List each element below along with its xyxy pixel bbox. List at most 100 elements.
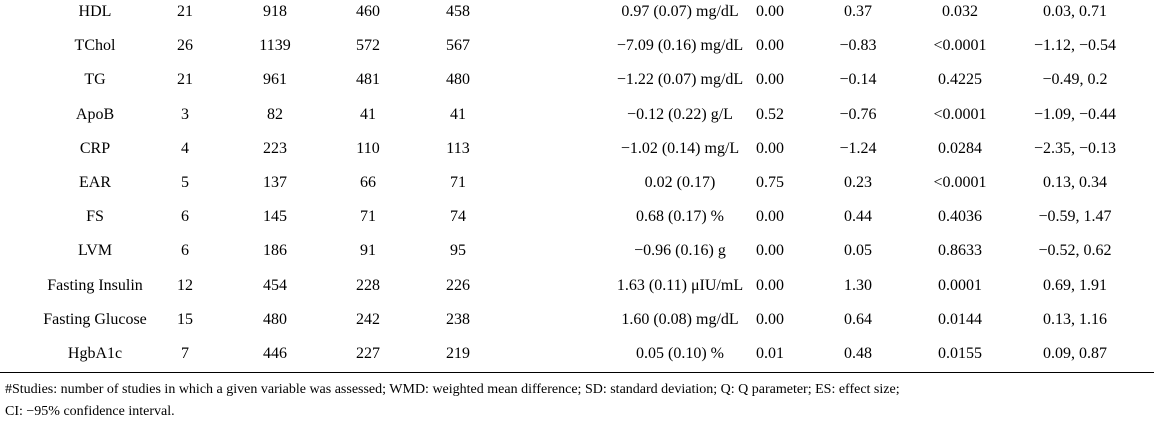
wmd-cell: −7.09 (0.16) mg/dL — [616, 37, 744, 55]
ci-cell: 0.09, 0.87 — [1043, 345, 1107, 362]
group-a-cell: 460 — [356, 3, 380, 20]
studies-cell: 21 — [177, 71, 193, 89]
p-q-cell: 0.52 — [756, 105, 784, 123]
variable-cell: TChol — [74, 37, 116, 55]
total-cell: 1139 — [259, 37, 291, 55]
wmd-cell: 0.97 (0.07) mg/dL — [621, 3, 739, 20]
p-q-cell: 0.01 — [756, 345, 784, 362]
variable-cell: FS — [86, 208, 104, 226]
es-cell: 0.44 — [844, 208, 872, 226]
studies-cell: 26 — [177, 37, 193, 55]
studies-cell: 3 — [181, 105, 189, 123]
studies-cell: 4 — [181, 139, 189, 157]
es-cell: 0.23 — [844, 174, 872, 191]
p-q-cell: 0.75 — [756, 174, 784, 191]
ci-cell: 0.13, 0.34 — [1043, 174, 1107, 191]
group-b-cell: 458 — [446, 3, 470, 20]
footnote: CI: −95% confidence interval. — [5, 404, 175, 419]
variable-cell: Fasting Glucose — [43, 310, 147, 328]
studies-cell: 21 — [177, 3, 193, 20]
total-cell: 223 — [263, 139, 287, 157]
wmd-cell: −0.12 (0.22) g/L — [627, 105, 733, 123]
es-cell: −0.83 — [839, 37, 877, 55]
variable-cell: TG — [84, 71, 106, 89]
es-cell: −0.14 — [839, 71, 877, 89]
p-value-cell: 0.0144 — [938, 310, 982, 328]
p-q-cell: 0.00 — [756, 310, 784, 328]
p-value-cell: 0.0155 — [938, 345, 982, 362]
studies-cell: 5 — [181, 174, 189, 191]
group-b-cell: 480 — [446, 71, 470, 89]
total-cell: 454 — [263, 276, 287, 294]
p-value-cell: 0.0001 — [938, 276, 982, 294]
ci-cell: −1.12, −0.54 — [1033, 37, 1117, 55]
variable-cell: LVM — [77, 242, 113, 260]
studies-cell: 6 — [181, 208, 189, 226]
ci-cell: 0.13, 1.16 — [1043, 310, 1107, 328]
group-a-cell: 481 — [356, 71, 380, 89]
total-cell: 918 — [263, 3, 287, 20]
p-q-cell: 0.00 — [756, 71, 784, 89]
ci-cell: −0.49, 0.2 — [1042, 71, 1108, 89]
p-value-cell: <0.0001 — [933, 174, 987, 191]
p-q-cell: 0.00 — [756, 276, 784, 294]
ci-cell: −0.59, 1.47 — [1038, 208, 1112, 226]
ci-cell: −1.09, −0.44 — [1033, 105, 1117, 123]
group-b-cell: 95 — [450, 242, 466, 260]
wmd-cell: −1.22 (0.07) mg/dL — [616, 71, 744, 89]
wmd-cell: 1.63 (0.11) μIU/mL — [616, 276, 744, 294]
group-b-cell: 74 — [450, 208, 466, 226]
ci-cell: 0.03, 0.71 — [1043, 3, 1107, 20]
p-value-cell: 0.032 — [942, 3, 978, 20]
footnote: #Studies: number of studies in which a g… — [5, 382, 900, 397]
variable-cell: CRP — [79, 139, 111, 157]
group-a-cell: 41 — [360, 105, 376, 123]
es-cell: −1.24 — [839, 139, 877, 157]
p-q-cell: 0.00 — [756, 208, 784, 226]
es-cell: −0.76 — [839, 105, 877, 123]
p-value-cell: 0.4036 — [938, 208, 982, 226]
group-a-cell: 91 — [360, 242, 376, 260]
p-value-cell: <0.0001 — [933, 105, 987, 123]
p-q-cell: 0.00 — [756, 242, 784, 260]
es-cell: 1.30 — [844, 276, 872, 294]
ci-cell: −2.35, −0.13 — [1033, 139, 1117, 157]
studies-cell: 12 — [177, 276, 193, 294]
total-cell: 186 — [263, 242, 287, 260]
group-a-cell: 228 — [356, 276, 380, 294]
total-cell: 480 — [263, 310, 287, 328]
group-b-cell: 219 — [446, 345, 470, 362]
wmd-cell: −1.02 (0.14) mg/L — [620, 139, 740, 157]
es-cell: 0.05 — [844, 242, 872, 260]
p-q-cell: 0.00 — [756, 37, 784, 55]
total-cell: 961 — [263, 71, 287, 89]
total-cell: 82 — [267, 105, 283, 123]
ci-cell: 0.69, 1.91 — [1043, 276, 1107, 294]
group-a-cell: 242 — [356, 310, 380, 328]
p-value-cell: <0.0001 — [933, 37, 987, 55]
variable-cell: HDL — [78, 3, 112, 20]
group-b-cell: 113 — [446, 139, 470, 157]
total-cell: 446 — [263, 345, 287, 362]
es-cell: 0.48 — [844, 345, 872, 362]
p-value-cell: 0.4225 — [938, 71, 982, 89]
ci-cell: −0.52, 0.62 — [1038, 242, 1112, 260]
group-a-cell: 71 — [360, 208, 376, 226]
group-b-cell: 41 — [450, 105, 466, 123]
group-a-cell: 227 — [356, 345, 380, 362]
studies-cell: 15 — [177, 310, 193, 328]
group-b-cell: 226 — [446, 276, 470, 294]
studies-cell: 7 — [181, 345, 189, 362]
group-b-cell: 71 — [450, 174, 466, 191]
variable-cell: EAR — [79, 174, 111, 191]
wmd-cell: 1.60 (0.08) mg/dL — [621, 310, 739, 328]
group-a-cell: 66 — [360, 174, 376, 191]
table-rule — [0, 372, 1154, 373]
group-a-cell: 572 — [356, 37, 380, 55]
total-cell: 145 — [263, 208, 287, 226]
wmd-cell: 0.05 (0.10) % — [636, 345, 724, 362]
variable-cell: HgbA1c — [67, 345, 123, 362]
p-q-cell: 0.00 — [756, 139, 784, 157]
group-a-cell: 110 — [356, 139, 380, 157]
